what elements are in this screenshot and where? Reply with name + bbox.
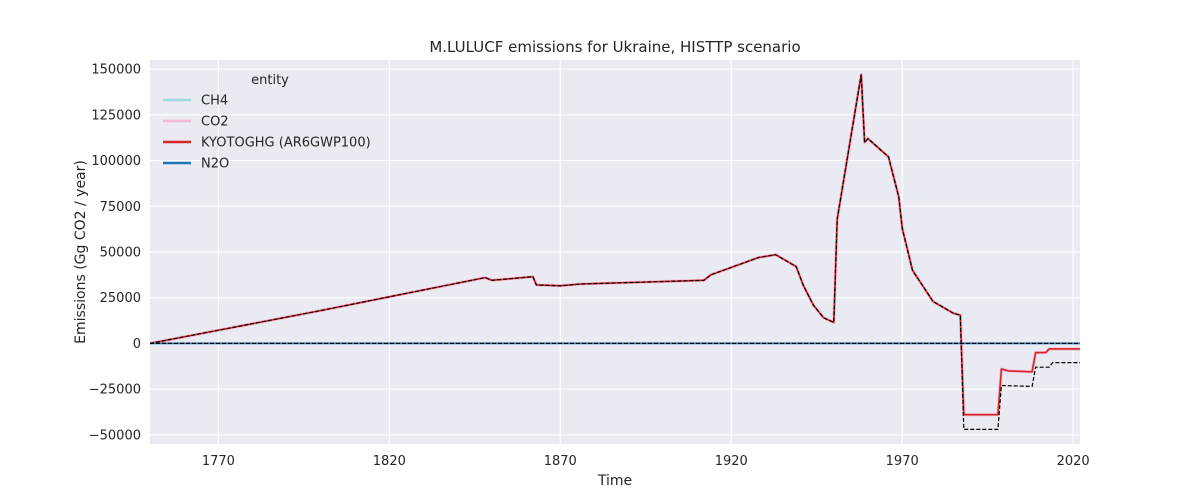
y-tick-label: 75000 xyxy=(100,200,141,215)
legend-entry-co2: CO2 xyxy=(201,115,229,130)
reference-dashed-line xyxy=(149,74,1080,430)
y-tick-label: 0 xyxy=(133,337,141,352)
x-tick-label: 1920 xyxy=(715,454,748,469)
x-tick-label: 1770 xyxy=(202,454,235,469)
y-tick-label: 150000 xyxy=(91,63,141,78)
y-tick-label: 125000 xyxy=(91,108,141,123)
x-axis-label: Time xyxy=(597,473,632,489)
y-tick-label: −25000 xyxy=(89,383,141,398)
axis-ticks: 1770 1820 1870 1920 1970 2020 −50000 −25000 0 250… xyxy=(89,63,1090,469)
legend-entry-n2o: N2O xyxy=(201,157,229,172)
x-tick-label: 1820 xyxy=(373,454,406,469)
reference-lines xyxy=(149,74,1080,430)
y-tick-label: 100000 xyxy=(91,154,141,169)
legend: entity CH4 CO2 KYOTOGHG (AR6GWP100) N2O xyxy=(163,73,371,172)
legend-entry-ch4: CH4 xyxy=(201,94,228,109)
y-axis-label: Emissions (Gg CO2 / year) xyxy=(73,160,89,344)
x-tick-label: 2020 xyxy=(1057,454,1090,469)
grid-lines xyxy=(150,60,1080,444)
legend-title: entity xyxy=(251,73,289,88)
y-tick-label: 50000 xyxy=(100,246,141,261)
x-tick-label: 1870 xyxy=(544,454,577,469)
legend-entry-kyotoghg: KYOTOGHG (AR6GWP100) xyxy=(201,136,371,151)
chart-title: M.LULUCF emissions for Ukraine, HISTTP s… xyxy=(429,38,800,56)
x-tick-label: 1970 xyxy=(886,454,919,469)
y-tick-label: −50000 xyxy=(89,428,141,443)
y-tick-label: 25000 xyxy=(100,291,141,306)
